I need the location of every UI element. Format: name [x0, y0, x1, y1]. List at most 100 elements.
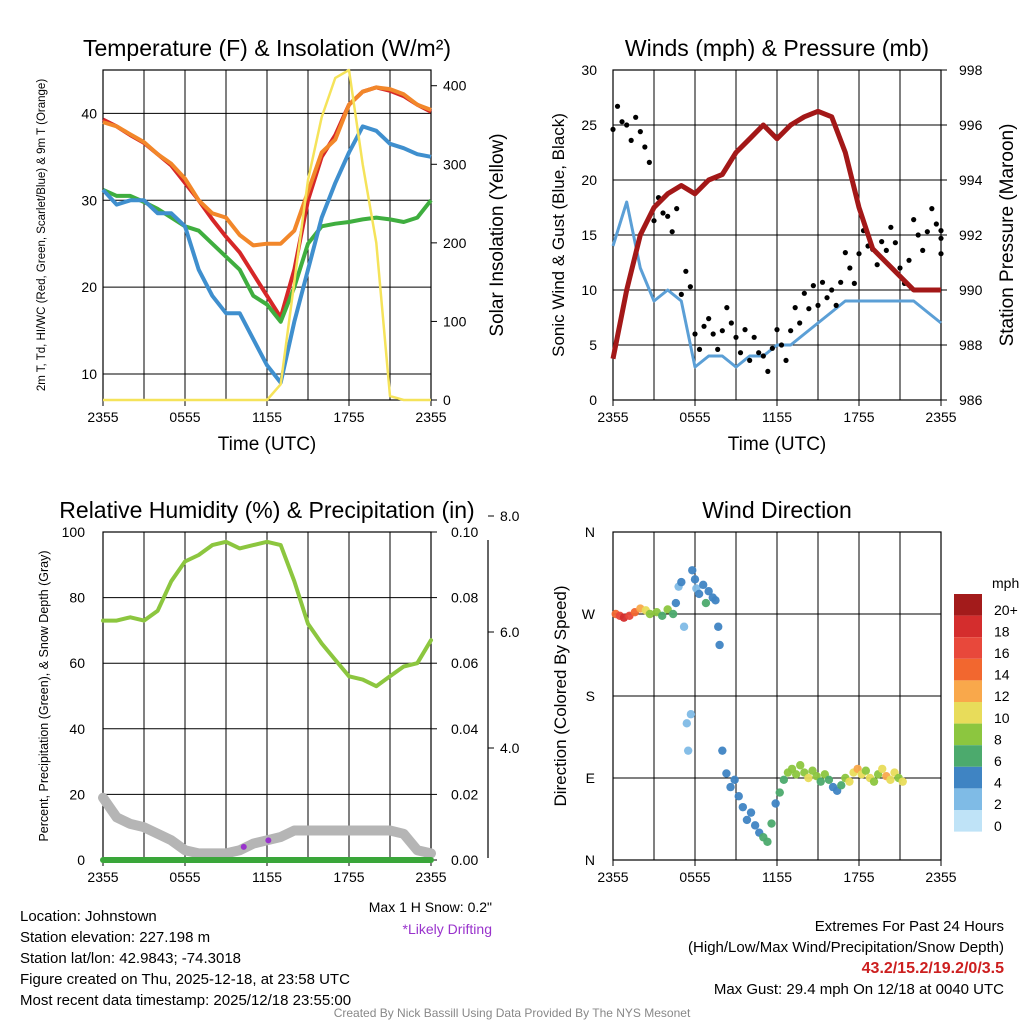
gust-point	[924, 229, 930, 235]
gust-point	[765, 368, 771, 374]
legend-swatch	[954, 702, 982, 724]
gust-point	[669, 229, 675, 235]
legend-label: 0	[994, 818, 1002, 834]
direction-point	[694, 589, 704, 599]
y2-tick-label: 0.00	[451, 852, 478, 868]
gust-point	[610, 126, 616, 132]
gust-point	[792, 305, 798, 311]
x-tick-label: 1155	[252, 409, 282, 425]
gust-point	[614, 103, 621, 109]
x-tick-label: 1755	[843, 869, 874, 885]
y2-tick-label: 0.08	[451, 590, 478, 606]
gust-point	[756, 350, 762, 356]
gust-point	[769, 345, 775, 351]
x-tick-label: 2355	[415, 869, 446, 885]
direction-point	[679, 622, 689, 631]
gust-point	[783, 357, 789, 363]
snow-note: Max 1 H Snow: 0.2" *Likely Drifting	[369, 896, 492, 940]
gust-point	[911, 217, 917, 223]
x-tick-label: 2355	[87, 409, 118, 425]
y2-tick-label: 100	[443, 313, 467, 329]
direction-point	[726, 782, 735, 792]
y-tick-label: 40	[81, 105, 97, 121]
extremes-subheading: (High/Low/Max Wind/Precipitation/Snow De…	[688, 939, 1004, 956]
direction-point	[742, 815, 752, 825]
legend-label: 16	[994, 645, 1010, 661]
legend-swatch	[954, 788, 982, 810]
y2-tick-label: 400	[443, 78, 467, 94]
x-tick-label: 0555	[169, 869, 200, 885]
direction-point	[746, 808, 756, 817]
y3-tick-label: 8.0	[500, 508, 520, 524]
x-tick-label: 2355	[925, 409, 956, 425]
gust-point	[724, 305, 730, 311]
y2-axis-label: Solar Insolation (Yellow)	[487, 133, 508, 336]
gust-point	[751, 334, 757, 340]
panel-wind-direction: 2355 0555 1155 1755 2355 Wind Direction N E S W N D…	[551, 497, 1019, 885]
gust-point	[687, 284, 693, 290]
direction-point	[711, 596, 720, 605]
legend-label: 14	[994, 667, 1010, 683]
direction-point	[779, 775, 789, 785]
gust-point	[701, 323, 707, 329]
legend-label: 10	[994, 710, 1010, 726]
y-tick-label: 100	[62, 524, 86, 540]
y-tick-label: 30	[581, 62, 597, 78]
y2-tick-label: 994	[959, 172, 983, 188]
gust-point	[728, 320, 734, 326]
direction-point	[771, 799, 780, 808]
y2-tick-label: 0	[443, 392, 451, 408]
y-tick-label: 15	[581, 227, 597, 243]
extremes-values: 43.2/15.2/19.2/0/3.5	[861, 960, 1004, 977]
direction-point	[688, 566, 697, 575]
x-tick-label: 2355	[415, 409, 446, 425]
direction-point	[701, 598, 711, 608]
direction-point	[734, 792, 743, 801]
x-tick-label: 2355	[925, 869, 956, 885]
gust-point	[815, 302, 821, 308]
station-info: Location: Johnstown Station elevation: 2…	[20, 906, 351, 1011]
legend-swatch	[954, 810, 982, 832]
direction-point	[837, 781, 846, 790]
gust-point	[674, 206, 680, 212]
gust-point	[829, 287, 835, 293]
drifting-point	[240, 843, 247, 850]
y2-tick-label: 0.02	[451, 786, 478, 802]
x-tick-label: 1755	[333, 869, 364, 885]
gust-point	[660, 210, 666, 216]
y2-tick-label: 988	[959, 337, 983, 353]
gust-point	[719, 328, 725, 334]
direction-point	[718, 746, 727, 755]
y-axis-label: Percent, Precipitation (Green), & Snow D…	[37, 550, 51, 841]
gust-point	[747, 357, 753, 363]
x-tick-label: 2355	[597, 409, 628, 425]
panel-temperature: 2355 0555 1155 1755 2355 Temperature (F) & In…	[36, 35, 508, 455]
gust-point	[651, 218, 657, 224]
legend-label: 20+	[994, 602, 1018, 618]
direction-point	[869, 777, 879, 786]
direction-point	[658, 611, 667, 621]
y-tick-label: S	[586, 688, 595, 704]
y-tick-label: 20	[69, 786, 85, 802]
direction-point	[668, 609, 678, 619]
direction-point	[791, 770, 801, 779]
gust-point	[637, 129, 643, 135]
gust-point	[806, 306, 812, 312]
panel-winds: 2355 0555 1155 1755 2355 Winds (mph) & Pressu…	[549, 35, 1018, 455]
chart-title: Wind Direction	[702, 497, 852, 523]
y3-tick-label: 6.0	[500, 624, 520, 640]
series-line-dewpoint	[102, 187, 433, 324]
meteogram-figure: 2355 0555 1155 1755 2355 Temperature (F) & In…	[36, 35, 1019, 885]
y-tick-label: 0	[589, 392, 597, 408]
gust-point	[938, 228, 944, 234]
legend-label: 8	[994, 731, 1002, 747]
direction-point	[686, 710, 696, 719]
gust-point	[778, 342, 785, 348]
y2-tick-label: 300	[443, 156, 467, 172]
direction-point	[878, 764, 887, 774]
panel-humidity: 2355 0555 1155 1755 2355 Relative Humidity (%…	[37, 497, 520, 885]
y2-tick-label: 990	[959, 282, 983, 298]
drifting-label: *Likely Drifting	[402, 921, 492, 937]
gust-point	[646, 159, 652, 165]
y-tick-label: 20	[581, 172, 597, 188]
